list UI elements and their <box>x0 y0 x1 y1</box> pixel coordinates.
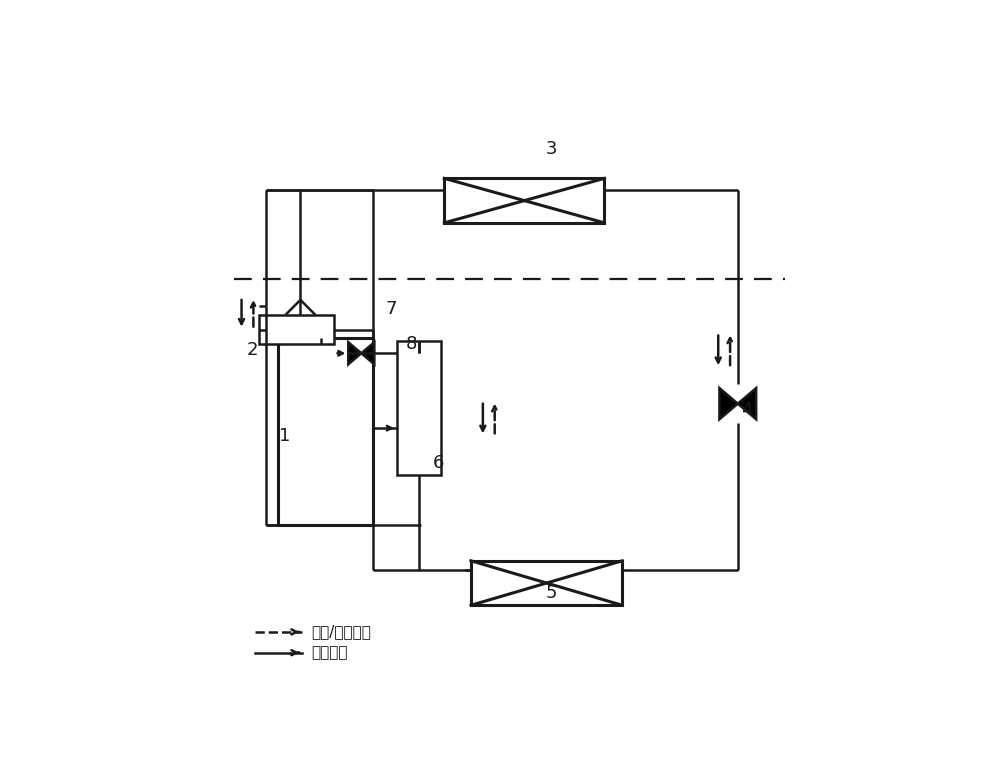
Polygon shape <box>361 342 374 364</box>
Polygon shape <box>719 388 738 420</box>
Text: 7: 7 <box>385 300 397 318</box>
Text: 4: 4 <box>741 400 752 419</box>
Text: 5: 5 <box>545 584 557 602</box>
Text: 制冷/除霜工况: 制冷/除霜工况 <box>311 624 371 639</box>
Bar <box>471 561 622 605</box>
Bar <box>278 339 373 525</box>
Text: 3: 3 <box>545 139 557 158</box>
Text: 制热工况: 制热工况 <box>311 645 347 660</box>
Polygon shape <box>348 342 361 364</box>
Text: 6: 6 <box>433 454 444 472</box>
Bar <box>444 179 604 223</box>
Text: 2: 2 <box>247 341 259 360</box>
Polygon shape <box>738 388 756 420</box>
Text: 1: 1 <box>279 427 290 445</box>
Text: 8: 8 <box>406 336 417 353</box>
Bar <box>259 315 334 344</box>
Bar <box>397 341 441 475</box>
